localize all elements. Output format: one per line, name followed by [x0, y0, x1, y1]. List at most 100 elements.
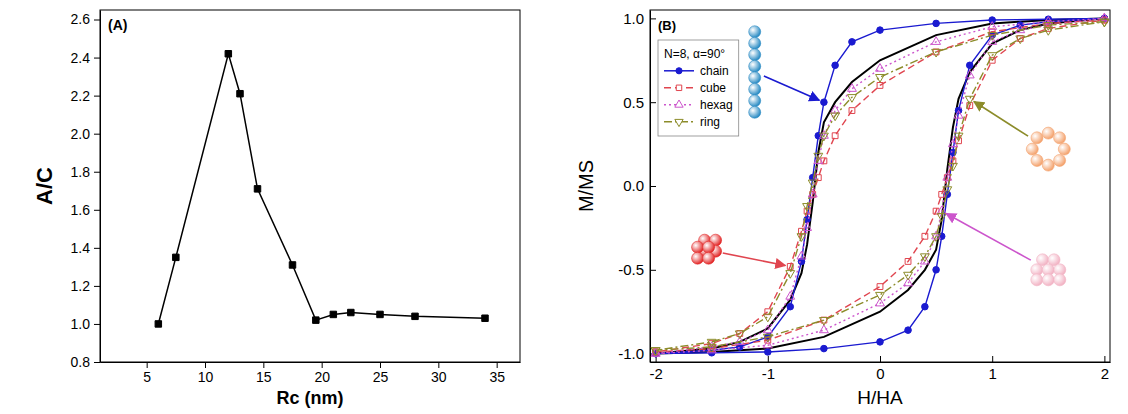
- tick-label: 1.8: [71, 164, 91, 180]
- marker: [965, 96, 974, 104]
- marker: [787, 303, 794, 310]
- marker: [173, 254, 179, 260]
- marker: [1044, 28, 1053, 36]
- x-axis: 5101520253035: [101, 362, 521, 385]
- marker: [313, 317, 319, 323]
- tick-mark: [322, 362, 323, 368]
- tick-label: 1.0: [623, 10, 644, 27]
- marker: [966, 62, 973, 69]
- legend-label: ring: [700, 115, 720, 129]
- tick: 30: [431, 362, 447, 385]
- tick: -0.5: [618, 261, 656, 278]
- tick: 1.8: [71, 164, 100, 180]
- tick: 20: [314, 362, 330, 385]
- y-axis-title: M/MS: [575, 160, 597, 212]
- tick: 0.0: [623, 177, 656, 194]
- panel-letter: (A): [108, 17, 127, 33]
- marker: [876, 292, 885, 300]
- plot-area: [651, 13, 1109, 357]
- tick: -1: [762, 356, 775, 382]
- tick-mark: [650, 102, 656, 103]
- tick-label: -0.5: [618, 261, 644, 278]
- legend-marker: [675, 119, 683, 126]
- panel-letter: (B): [658, 18, 676, 33]
- series-line: [158, 54, 485, 324]
- tick-mark: [380, 362, 381, 368]
- marker: [965, 70, 974, 78]
- legend-marker: [675, 100, 683, 107]
- marker: [988, 53, 997, 61]
- series-line: [656, 20, 1105, 352]
- marker: [943, 187, 952, 195]
- marker: [849, 39, 856, 46]
- tick-label: 0.8: [71, 354, 91, 370]
- series-line: [656, 18, 1105, 353]
- tick-mark: [94, 20, 100, 21]
- tick-mark: [94, 96, 100, 97]
- tick: 1.4: [71, 240, 100, 256]
- legend-item: cube: [664, 81, 726, 95]
- marker: [735, 331, 744, 339]
- tick-mark: [94, 324, 100, 325]
- marker: [803, 204, 812, 212]
- tick: 1: [989, 356, 997, 382]
- tick-label: 2.6: [71, 11, 91, 27]
- legend-label: chain: [700, 64, 729, 78]
- tick-mark: [650, 18, 656, 19]
- icon-sphere: [1054, 274, 1066, 286]
- figure: 51015202530350.81.01.21.41.61.82.02.22.4…: [0, 0, 1128, 414]
- marker: [876, 64, 885, 72]
- tick-mark: [94, 172, 100, 173]
- legend-item: hexag: [664, 98, 733, 112]
- shape-icon: [974, 102, 1070, 172]
- marker: [922, 303, 929, 310]
- marker: [1016, 36, 1025, 44]
- marker: [412, 313, 418, 319]
- marker: [877, 27, 884, 34]
- marker: [920, 254, 929, 262]
- marker: [819, 318, 828, 326]
- shape-icon: [692, 234, 786, 265]
- marker: [832, 133, 838, 139]
- marker: [330, 311, 336, 317]
- tick-mark: [94, 248, 100, 249]
- marker: [831, 105, 840, 113]
- tick: 15: [256, 362, 272, 385]
- tick-label: 25: [373, 369, 389, 385]
- x-axis-title: H/HA: [857, 387, 903, 408]
- tick: -2: [649, 356, 662, 382]
- marker: [848, 84, 857, 92]
- marker: [904, 272, 913, 280]
- tick: 2.0: [71, 126, 100, 142]
- tick: 1.0: [623, 10, 656, 27]
- tick-label: 20: [314, 369, 330, 385]
- legend-label: hexag: [700, 98, 733, 112]
- icon-sphere: [1054, 154, 1066, 166]
- tick: 2.2: [71, 88, 100, 104]
- marker: [954, 133, 963, 141]
- marker: [932, 37, 941, 45]
- plot-frame: [650, 10, 1110, 362]
- tick-mark: [94, 210, 100, 211]
- tick: 0: [876, 356, 884, 382]
- series-line: [656, 18, 1105, 353]
- marker: [254, 186, 260, 192]
- axis-line: [100, 11, 101, 363]
- icon-sphere: [749, 60, 761, 72]
- marker: [933, 20, 940, 27]
- icon-sphere: [749, 37, 761, 49]
- axis-line: [101, 362, 521, 363]
- icon-sphere: [1031, 154, 1043, 166]
- marker: [763, 314, 772, 322]
- shape-icon: [749, 26, 820, 119]
- tick-mark: [94, 286, 100, 287]
- tick: 2.4: [71, 50, 100, 66]
- y-axis-title: A/C: [32, 167, 57, 205]
- marker: [831, 113, 840, 121]
- marker: [808, 180, 817, 188]
- marker: [225, 51, 231, 57]
- tick-label: 1.4: [71, 240, 91, 256]
- legend-marker: [676, 68, 682, 74]
- panel: 51015202530350.81.01.21.41.61.82.02.22.4…: [32, 10, 521, 408]
- icon-sphere: [1042, 159, 1054, 171]
